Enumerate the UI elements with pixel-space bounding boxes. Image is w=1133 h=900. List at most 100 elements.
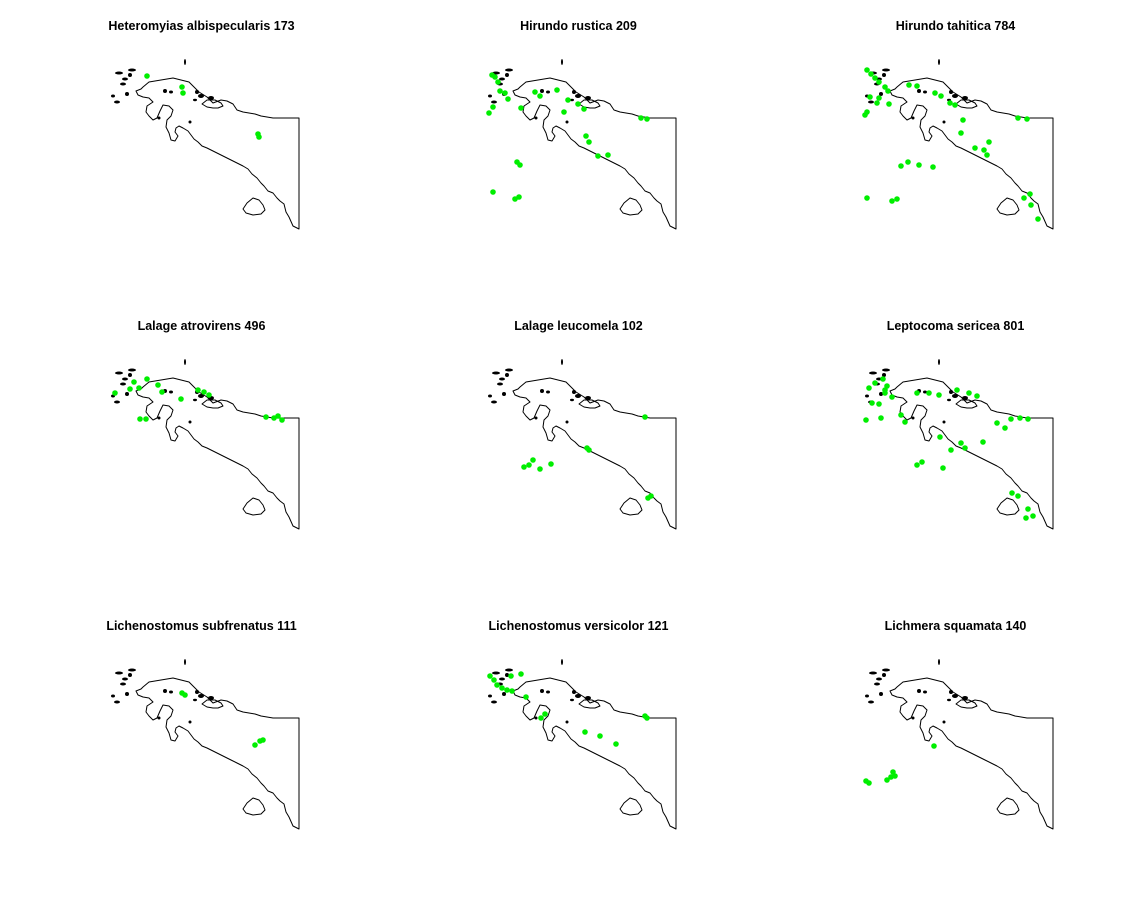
- islet: [879, 92, 883, 96]
- occurrence-point: [179, 84, 185, 90]
- occurrence-point: [638, 115, 644, 121]
- islet: [882, 368, 890, 372]
- islet: [488, 394, 492, 398]
- occurrence-point: [876, 95, 882, 101]
- islet: [546, 90, 550, 94]
- islet: [122, 677, 128, 681]
- islet: [546, 690, 550, 694]
- panel-title: Leptocoma sericea 801: [886, 319, 1025, 333]
- occurrence-point: [279, 417, 285, 423]
- islet: [570, 98, 574, 102]
- occurrence-point: [984, 152, 990, 158]
- occurrence-point: [862, 112, 868, 118]
- islet: [865, 394, 869, 398]
- panel-title: Lichmera squamata 140: [884, 619, 1027, 633]
- occurrence-point: [542, 711, 548, 717]
- islet: [169, 390, 173, 394]
- islet: [193, 398, 197, 402]
- map-panel-8: Lichenostomus versicolor 121: [390, 600, 767, 900]
- islet: [938, 359, 940, 365]
- occurrence-point: [1027, 191, 1033, 197]
- islet: [505, 368, 513, 372]
- islet: [585, 696, 591, 700]
- map-panel-1: Heteromyias albispecularis 173: [13, 0, 390, 300]
- islet: [952, 94, 958, 98]
- mainland-outline: [135, 77, 300, 230]
- islet: [128, 368, 136, 372]
- occurrence-point: [490, 104, 496, 110]
- occurrence-point: [497, 88, 503, 94]
- occurrence-point: [583, 133, 589, 139]
- occurrence-point: [986, 139, 992, 145]
- islet: [157, 416, 161, 420]
- occurrence-point: [880, 376, 886, 382]
- occurrence-point: [926, 390, 932, 396]
- islet: [115, 671, 123, 675]
- islet: [198, 94, 204, 98]
- islet: [505, 373, 509, 377]
- occurrence-point: [863, 417, 869, 423]
- islet: [540, 389, 544, 393]
- occurrence-point: [508, 673, 514, 679]
- islet: [128, 73, 132, 77]
- occurrence-point: [131, 379, 137, 385]
- region-map: [111, 359, 300, 530]
- occurrence-point: [869, 400, 875, 406]
- islet: [128, 673, 132, 677]
- islet: [120, 682, 126, 686]
- occurrence-point: [882, 390, 888, 396]
- region-map: [863, 659, 1054, 830]
- occurrence-point: [275, 413, 281, 419]
- islet: [879, 392, 883, 396]
- map-panel-4: Lalage atrovirens 496: [13, 300, 390, 600]
- occurrence-point: [648, 493, 654, 499]
- islet: [491, 100, 497, 104]
- islet: [585, 96, 591, 100]
- islet: [488, 94, 492, 98]
- coastline-group: [487, 659, 677, 830]
- mainland-outline: [135, 377, 300, 530]
- southern-island-outline: [242, 197, 266, 216]
- islet: [534, 416, 538, 420]
- occurrence-point: [981, 147, 987, 153]
- islet: [575, 694, 581, 698]
- panel-title: Lichenostomus versicolor 121: [488, 619, 669, 633]
- occurrence-point: [931, 743, 937, 749]
- southern-island-outline: [242, 797, 266, 816]
- islet: [546, 390, 550, 394]
- islet: [949, 690, 953, 694]
- occurrence-point: [916, 162, 922, 168]
- islet: [938, 59, 940, 65]
- occurrence-point: [936, 392, 942, 398]
- occurrence-point: [137, 416, 143, 422]
- islet: [947, 398, 951, 402]
- occurrence-point: [884, 777, 890, 783]
- occurrence-point: [864, 195, 870, 201]
- occurrence-point: [919, 459, 925, 465]
- occurrence-point: [886, 101, 892, 107]
- occurrence-point: [644, 715, 650, 721]
- occurrence-point: [1030, 513, 1036, 519]
- occurrence-point: [962, 445, 968, 451]
- panel-title: Hirundo tahitica 784: [895, 19, 1016, 33]
- islet: [120, 382, 126, 386]
- islet: [505, 673, 509, 677]
- occurrence-point: [491, 677, 497, 683]
- southern-island-outline: [996, 497, 1020, 516]
- islet: [911, 116, 915, 120]
- occurrence-point: [1009, 490, 1015, 496]
- occurrence-point: [1023, 515, 1029, 521]
- occurrence-point: [155, 382, 161, 388]
- occurrence-point: [1028, 202, 1034, 208]
- southern-island-outline: [996, 197, 1020, 216]
- occurrence-point: [906, 82, 912, 88]
- islet: [865, 694, 869, 698]
- islet: [923, 390, 927, 394]
- islet: [198, 394, 204, 398]
- occurrence-point: [958, 440, 964, 446]
- map-panel-9: Lichmera squamata 140: [767, 600, 1133, 900]
- southern-island-outline: [242, 497, 266, 516]
- islet: [938, 659, 940, 665]
- islet: [942, 420, 946, 424]
- islet: [911, 716, 915, 720]
